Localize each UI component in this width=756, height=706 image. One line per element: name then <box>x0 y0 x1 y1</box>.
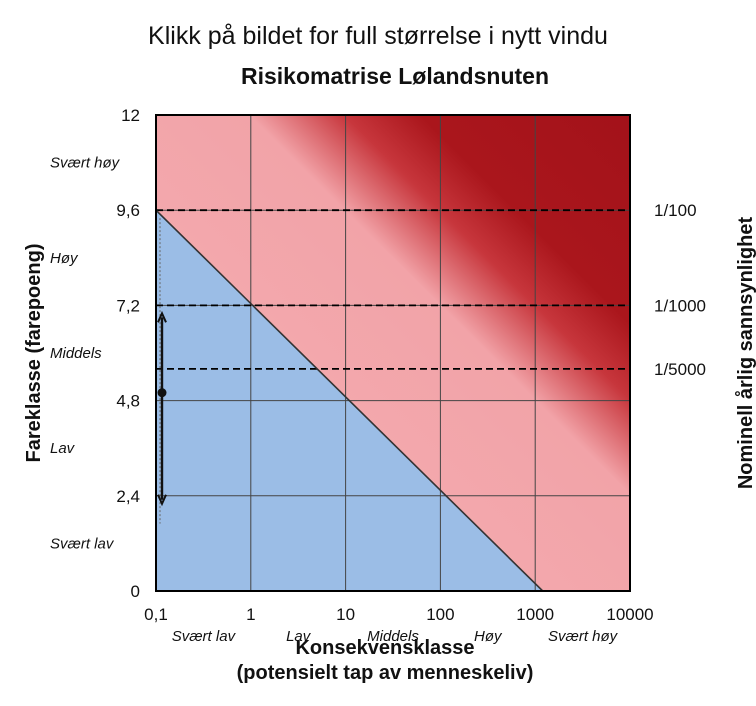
y-tick-label: 4,8 <box>116 392 140 411</box>
x-tick-label: 1000 <box>516 605 554 624</box>
x-class-label: Svært høy <box>548 628 619 645</box>
y-class-labels: Svært lav Lav Middels Høy Svært høy <box>50 155 121 553</box>
probability-label: 1/5000 <box>654 360 706 379</box>
plot-area <box>156 115 630 591</box>
plot-frame <box>155 114 631 592</box>
probability-lines <box>156 209 630 370</box>
acceptance-line <box>156 209 544 591</box>
y-class-label: Lav <box>50 440 76 457</box>
x-tick-labels: 0,1 1 10 100 1000 10000 <box>144 605 653 624</box>
x-axis-label: Konsekvensklasse <box>295 637 474 659</box>
x-tick-label: 0,1 <box>144 605 168 624</box>
y-axis-label-right: Nominell årlig sannsynlighet <box>734 217 756 490</box>
chart-title: Risikomatrise Lølandsnuten <box>241 63 549 89</box>
y-tick-label: 2,4 <box>116 487 140 506</box>
y-tick-label: 0 <box>131 582 140 601</box>
probability-label: 1/1000 <box>654 296 706 315</box>
y-class-label: Svært høy <box>50 155 121 172</box>
y-tick-label: 12 <box>121 106 140 125</box>
probability-label: 1/100 <box>654 201 697 220</box>
x-tick-label: 10000 <box>606 605 653 624</box>
y-class-label: Høy <box>50 250 79 267</box>
x-tick-label: 10 <box>336 605 355 624</box>
x-axis-sublabel: (potensielt tap av menneskeliv) <box>237 662 534 684</box>
x-class-label: Svært lav <box>172 628 237 645</box>
y-tick-label: 9,6 <box>116 201 140 220</box>
probability-labels: 1/100 1/1000 1/5000 <box>654 201 706 379</box>
y-tick-label: 7,2 <box>116 296 140 315</box>
y-class-label: Svært lav <box>50 535 115 552</box>
y-class-label: Middels <box>50 345 102 362</box>
page-caption[interactable]: Klikk på bildet for full størrelse i nyt… <box>148 22 608 50</box>
x-class-label: Høy <box>474 628 503 645</box>
x-class-labels: Svært lav Lav Middels Høy Svært høy <box>172 628 619 645</box>
y-tick-labels: 0 2,4 4,8 7,2 9,6 12 <box>116 106 140 601</box>
point-estimate-marker <box>157 218 167 524</box>
x-class-label: Middels <box>367 628 419 645</box>
x-tick-label: 1 <box>246 605 255 624</box>
x-class-label: Lav <box>286 628 312 645</box>
range-arrow-down <box>157 494 167 507</box>
x-tick-label: 100 <box>426 605 454 624</box>
point-estimate-dot <box>157 388 167 398</box>
y-axis-label: Fareklasse (farepoeng) <box>23 244 45 463</box>
range-arrow-up <box>157 310 167 323</box>
